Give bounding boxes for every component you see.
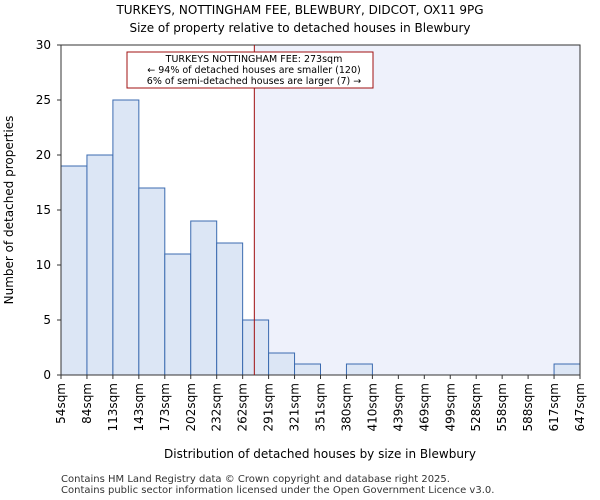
y-tick-label: 5	[43, 313, 51, 327]
bar-84sqm	[86, 154, 114, 376]
y-tick-label: 25	[36, 93, 51, 107]
bar-113sqm	[112, 99, 140, 376]
x-tick-label: 617sqm	[547, 383, 561, 431]
x-tick-label: 469sqm	[417, 383, 431, 431]
bar-232sqm	[216, 242, 244, 376]
y-tick-label: 0	[43, 368, 51, 382]
x-tick-label: 410sqm	[365, 383, 379, 431]
x-tick-label: 528sqm	[469, 383, 483, 431]
x-tick-label: 291sqm	[262, 383, 276, 431]
x-axis: 54sqm 84sqm 113sqm 143sqm 173sqm 202sqm 232sqm…	[54, 375, 587, 431]
y-axis: 0 5 10 15 20 25 30	[36, 38, 61, 382]
x-tick-label: 173sqm	[158, 383, 172, 431]
x-tick-label: 143sqm	[132, 383, 146, 431]
footer-line-1: Contains HM Land Registry data © Crown c…	[61, 474, 450, 485]
x-tick-label: 380sqm	[339, 383, 353, 431]
bar-202sqm	[190, 220, 218, 376]
y-tick-label: 20	[36, 148, 51, 162]
annotation-line-3: 6% of semi-detached houses are larger (7…	[147, 76, 361, 87]
bar-262sqm	[242, 319, 270, 376]
x-tick-label: 588sqm	[521, 383, 535, 431]
x-tick-label: 54sqm	[54, 383, 68, 424]
x-tick-label: 321sqm	[288, 383, 302, 431]
annotation-line-2: ← 94% of detached houses are smaller (12…	[147, 65, 360, 76]
x-tick-label: 262sqm	[236, 383, 250, 431]
x-tick-label: 84sqm	[80, 383, 94, 424]
bar-173sqm	[164, 253, 192, 376]
bar-321sqm	[294, 363, 321, 376]
footer-line-2: Contains public sector information licen…	[61, 485, 495, 496]
y-tick-label: 15	[36, 203, 51, 217]
bar-291sqm	[268, 352, 296, 376]
bars-group	[60, 99, 581, 376]
x-axis-label: Distribution of detached houses by size …	[164, 447, 476, 461]
annotation-box	[126, 51, 374, 89]
x-tick-label: 232sqm	[210, 383, 224, 431]
chart-subtitle: Size of property relative to detached ho…	[129, 21, 470, 35]
y-tick-label: 10	[36, 258, 51, 272]
x-tick-label: 113sqm	[106, 383, 120, 431]
x-tick-label: 439sqm	[391, 383, 405, 431]
bar-54sqm	[60, 165, 88, 376]
x-tick-label: 351sqm	[314, 383, 328, 431]
bar-380sqm	[345, 363, 373, 376]
y-tick-label: 30	[36, 38, 51, 52]
chart-title: TURKEYS, NOTTINGHAM FEE, BLEWBURY, DIDCO…	[115, 3, 483, 17]
x-tick-label: 647sqm	[573, 383, 587, 431]
annotation-line-1: TURKEYS NOTTINGHAM FEE: 273sqm	[165, 54, 343, 65]
x-tick-label: 499sqm	[443, 383, 457, 431]
bar-143sqm	[138, 187, 166, 376]
y-axis-label: Number of detached properties	[2, 116, 16, 305]
bar-617sqm	[553, 363, 581, 376]
x-tick-label: 558sqm	[495, 383, 509, 431]
larger-region-background	[254, 45, 580, 375]
x-tick-label: 202sqm	[184, 383, 198, 431]
